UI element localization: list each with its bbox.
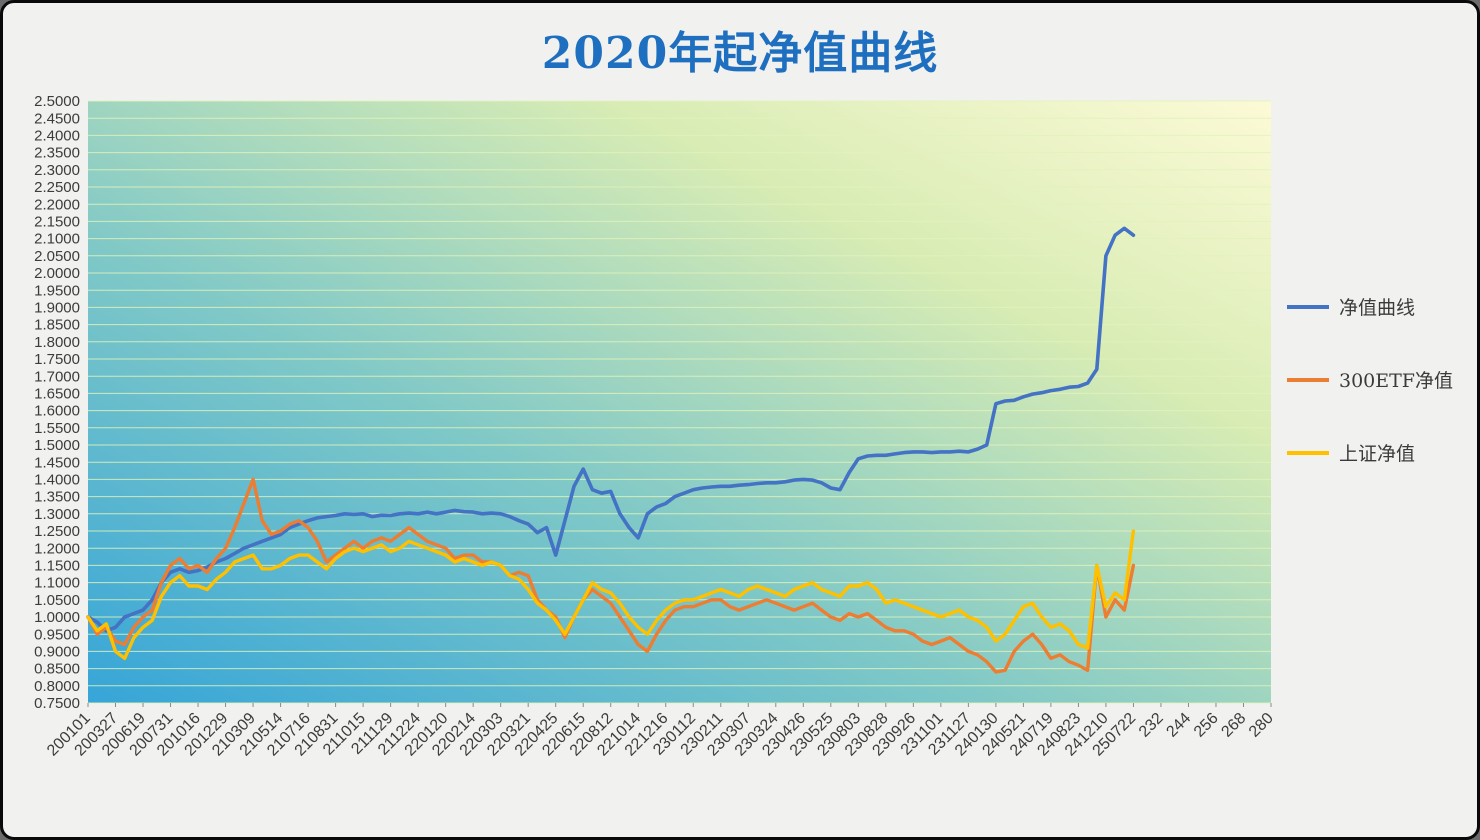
- svg-text:1.3000: 1.3000: [34, 506, 80, 523]
- legend-item-300etf: 300ETF净值: [1287, 366, 1453, 393]
- svg-text:2.5000: 2.5000: [34, 93, 80, 110]
- svg-text:0.8500: 0.8500: [34, 661, 80, 678]
- svg-text:1.2000: 1.2000: [34, 540, 80, 557]
- svg-text:232: 232: [1136, 710, 1167, 741]
- svg-text:2.3500: 2.3500: [34, 145, 80, 162]
- legend-line-swatch-blue: [1287, 304, 1329, 309]
- legend-label: 300ETF净值: [1339, 370, 1453, 392]
- svg-text:1.4500: 1.4500: [34, 454, 80, 471]
- svg-text:2.0000: 2.0000: [34, 265, 80, 282]
- svg-text:256: 256: [1191, 710, 1222, 741]
- svg-text:1.8000: 1.8000: [34, 334, 80, 351]
- legend: 净值曲线 300ETF净值 上证净值: [1287, 293, 1453, 466]
- svg-text:0.9000: 0.9000: [34, 644, 80, 661]
- svg-text:0.8000: 0.8000: [34, 678, 80, 695]
- svg-text:2.1000: 2.1000: [34, 231, 80, 248]
- svg-text:280: 280: [1246, 710, 1277, 741]
- svg-text:1.7000: 1.7000: [34, 368, 80, 385]
- svg-text:1.5500: 1.5500: [34, 420, 80, 437]
- svg-text:1.8500: 1.8500: [34, 317, 80, 334]
- legend-line-swatch-orange: [1287, 377, 1329, 382]
- svg-text:1.9000: 1.9000: [34, 300, 80, 317]
- svg-text:2.2000: 2.2000: [34, 196, 80, 213]
- svg-text:1.6000: 1.6000: [34, 403, 80, 420]
- legend-item-shanghai: 上证净值: [1287, 439, 1453, 466]
- svg-text:0.7500: 0.7500: [34, 695, 80, 712]
- svg-text:1.9500: 1.9500: [34, 282, 80, 299]
- svg-text:2.4500: 2.4500: [34, 110, 80, 127]
- svg-text:1.6500: 1.6500: [34, 386, 80, 403]
- svg-text:1.1000: 1.1000: [34, 575, 80, 592]
- svg-text:2.3000: 2.3000: [34, 162, 80, 179]
- svg-text:1.4000: 1.4000: [34, 472, 80, 489]
- svg-text:2.0500: 2.0500: [34, 248, 80, 265]
- svg-text:1.0000: 1.0000: [34, 609, 80, 626]
- chart-canvas: 0.75000.80000.85000.90000.95001.00001.05…: [34, 93, 1277, 759]
- svg-text:2.2500: 2.2500: [34, 179, 80, 196]
- legend-label: 上证净值: [1339, 443, 1416, 465]
- svg-text:1.5000: 1.5000: [34, 437, 80, 454]
- svg-text:1.1500: 1.1500: [34, 558, 80, 575]
- legend-line-swatch-yellow: [1287, 450, 1329, 455]
- svg-text:1.0500: 1.0500: [34, 592, 80, 609]
- legend-item-net-value: 净值曲线: [1287, 293, 1453, 320]
- svg-text:1.3500: 1.3500: [34, 489, 80, 506]
- chart-title: 2020年起净值曲线: [541, 28, 939, 79]
- legend-label: 净值曲线: [1339, 297, 1416, 319]
- svg-text:0.9500: 0.9500: [34, 626, 80, 643]
- svg-text:2.4000: 2.4000: [34, 128, 80, 145]
- svg-text:244: 244: [1163, 710, 1194, 741]
- svg-text:1.2500: 1.2500: [34, 523, 80, 540]
- svg-text:2.1500: 2.1500: [34, 214, 80, 231]
- svg-text:1.7500: 1.7500: [34, 351, 80, 368]
- svg-text:268: 268: [1218, 710, 1249, 741]
